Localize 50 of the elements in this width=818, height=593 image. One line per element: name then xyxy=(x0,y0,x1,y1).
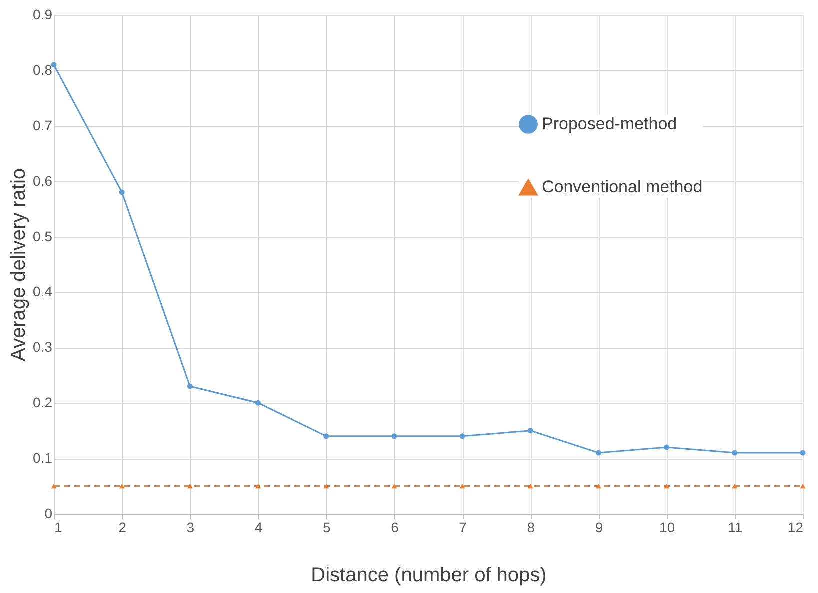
point xyxy=(460,434,466,440)
point xyxy=(460,484,466,489)
x-tick-label: 1 xyxy=(54,520,62,536)
y-tick-label: 0.1 xyxy=(33,450,53,466)
point xyxy=(324,484,330,489)
y-tick-label: 0.6 xyxy=(33,172,53,189)
y-tick-label: 0.4 xyxy=(33,284,53,300)
point xyxy=(187,384,193,390)
y-tick-label: 0 xyxy=(44,506,53,522)
y-tick-label: 0.5 xyxy=(33,228,53,244)
point xyxy=(51,484,57,489)
point xyxy=(800,450,806,456)
point xyxy=(392,484,398,489)
x-tick-label: 9 xyxy=(595,520,604,536)
x-tick-label: 4 xyxy=(254,520,263,536)
point xyxy=(119,484,125,489)
point xyxy=(187,484,193,489)
point xyxy=(528,484,534,489)
x-tick-label: 3 xyxy=(186,520,195,536)
x-tick-label: 7 xyxy=(459,520,468,536)
x-tick-label: 10 xyxy=(660,520,676,536)
point xyxy=(664,484,670,489)
point xyxy=(732,450,738,456)
x-axis-title: Distance (number of hops) xyxy=(311,564,547,586)
point xyxy=(528,428,534,434)
point xyxy=(256,400,262,406)
point xyxy=(51,62,57,68)
y-tick-label: 0.3 xyxy=(33,339,53,356)
point xyxy=(596,484,602,489)
point xyxy=(596,450,602,456)
point xyxy=(256,484,262,489)
x-tick-label: 6 xyxy=(391,520,400,536)
y-tick-label: 0.8 xyxy=(33,62,53,78)
x-tick-label: 2 xyxy=(118,520,127,536)
x-tick-label: 8 xyxy=(527,520,536,536)
x-tick-label: 12 xyxy=(788,520,804,536)
y-axis-title: Average delivery ratio xyxy=(8,168,30,362)
y-tick-label: 0.2 xyxy=(33,394,53,411)
y-tick-label: 0.9 xyxy=(33,6,53,22)
point xyxy=(732,484,738,489)
point xyxy=(392,434,398,440)
point xyxy=(664,444,670,450)
point xyxy=(324,434,330,440)
y-tick-label: 0.7 xyxy=(33,117,53,134)
point xyxy=(119,190,125,196)
x-tick-label: 5 xyxy=(322,520,331,536)
legend-label: Conventional method xyxy=(542,178,703,196)
x-tick-label: 11 xyxy=(728,520,743,536)
point xyxy=(800,484,806,489)
legend-label: Proposed-method xyxy=(542,114,678,134)
